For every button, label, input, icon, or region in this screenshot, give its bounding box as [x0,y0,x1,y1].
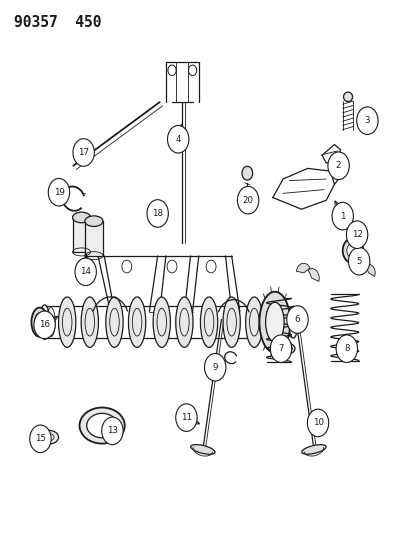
Text: 15: 15 [35,434,46,443]
Circle shape [306,409,328,437]
Circle shape [147,200,168,227]
Ellipse shape [58,297,76,348]
Ellipse shape [342,238,362,263]
Ellipse shape [85,216,103,227]
Ellipse shape [223,297,240,348]
Ellipse shape [190,445,214,454]
Text: 7: 7 [278,344,283,353]
Ellipse shape [106,297,123,348]
Text: 17: 17 [78,148,89,157]
Text: 12: 12 [351,230,362,239]
Circle shape [348,247,369,275]
Ellipse shape [200,297,217,348]
Text: 19: 19 [53,188,64,197]
Circle shape [335,335,357,362]
Circle shape [167,125,188,153]
Circle shape [30,425,51,453]
Wedge shape [296,263,309,273]
Wedge shape [354,259,366,268]
Text: 4: 4 [175,135,180,144]
Circle shape [73,139,94,166]
Ellipse shape [259,292,290,353]
Ellipse shape [79,408,124,443]
Ellipse shape [301,445,325,454]
Circle shape [34,311,55,338]
Ellipse shape [336,342,352,352]
Text: 8: 8 [343,344,349,353]
Text: 9: 9 [212,363,217,372]
Ellipse shape [39,430,58,444]
Circle shape [331,203,353,230]
Circle shape [237,187,258,214]
Ellipse shape [43,433,54,441]
Circle shape [241,166,252,180]
Text: 16: 16 [39,320,50,329]
Bar [72,217,90,252]
Text: 3: 3 [364,116,369,125]
Circle shape [286,306,307,333]
Text: 18: 18 [152,209,163,218]
Circle shape [346,221,367,248]
Ellipse shape [72,212,90,223]
Ellipse shape [86,414,117,438]
Text: 1: 1 [339,212,344,221]
Bar [85,221,103,256]
Text: 20: 20 [242,196,253,205]
Text: 10: 10 [312,418,323,427]
Circle shape [102,417,123,445]
Ellipse shape [279,343,294,354]
Text: 11: 11 [180,413,192,422]
Ellipse shape [31,308,48,337]
Ellipse shape [128,297,145,348]
Circle shape [270,335,291,362]
Ellipse shape [81,297,98,348]
Circle shape [48,179,69,206]
Ellipse shape [245,297,262,348]
Ellipse shape [288,306,297,338]
Ellipse shape [153,297,170,348]
Ellipse shape [343,92,352,102]
Circle shape [204,353,225,381]
Ellipse shape [346,243,358,258]
Circle shape [356,107,377,134]
Ellipse shape [265,302,283,342]
Circle shape [75,258,96,286]
Wedge shape [307,269,318,281]
Text: 90357  450: 90357 450 [14,14,101,30]
Text: 2: 2 [335,161,340,170]
Ellipse shape [176,297,192,348]
Circle shape [327,152,349,180]
Text: 13: 13 [107,426,118,435]
Text: 14: 14 [80,268,91,276]
Wedge shape [365,264,374,277]
Text: 6: 6 [294,315,299,324]
Ellipse shape [39,305,50,340]
Text: 5: 5 [356,257,361,265]
Circle shape [176,404,197,431]
